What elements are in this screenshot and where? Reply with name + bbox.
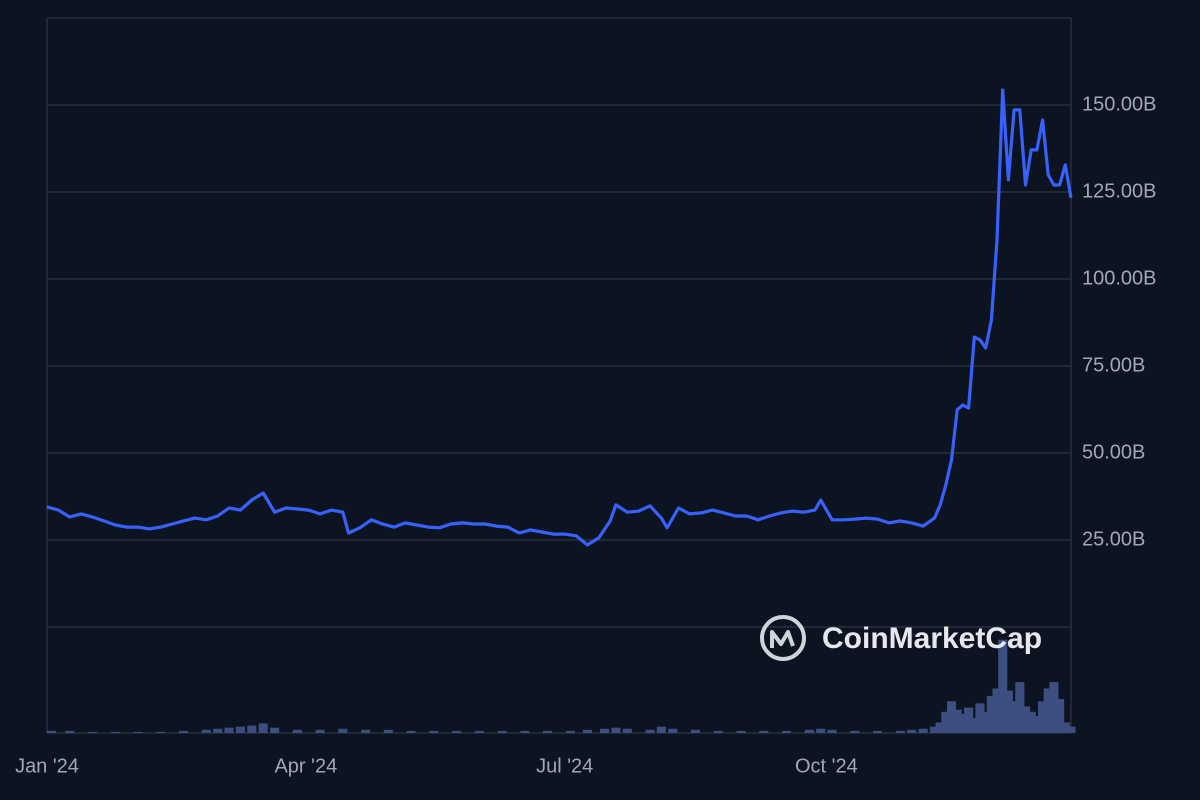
- volume-bar: [873, 730, 883, 733]
- y-tick-label: 125.00B: [1082, 180, 1157, 202]
- volume-bar: [133, 731, 143, 733]
- volume-bar: [474, 730, 484, 733]
- y-tick-label: 100.00B: [1082, 267, 1157, 289]
- volume-bar: [622, 728, 632, 733]
- y-tick-label: 25.00B: [1082, 528, 1145, 550]
- volume-bar: [645, 729, 655, 733]
- volume-bar: [315, 729, 325, 733]
- volume-bar: [213, 728, 223, 733]
- volume-bar: [656, 726, 666, 733]
- volume-bar: [816, 728, 826, 733]
- volume-bar: [804, 729, 814, 733]
- volume-bar: [178, 730, 189, 733]
- volume-bar: [690, 729, 701, 733]
- volume-bar: [543, 730, 553, 733]
- volume-bar: [520, 730, 530, 733]
- volume-bar: [668, 728, 678, 733]
- volume-bar: [156, 731, 166, 733]
- volume-bar: [201, 729, 211, 733]
- volume-bar: [713, 730, 723, 733]
- volume-bar: [224, 727, 234, 733]
- volume-bar: [895, 730, 905, 733]
- volume-bar: [759, 730, 769, 733]
- volume-bar: [338, 728, 348, 733]
- volume-bar: [946, 701, 957, 733]
- volume-bar: [1032, 716, 1042, 733]
- x-tick-label: Apr '24: [274, 755, 337, 777]
- volume-bar: [992, 688, 1002, 733]
- volume-bar: [429, 730, 439, 733]
- volume-bar: [1049, 682, 1059, 733]
- volume-bar: [969, 718, 979, 733]
- volume-bar: [964, 707, 974, 733]
- volume-bar: [1026, 711, 1036, 733]
- volume-bar: [941, 711, 951, 733]
- watermark-logo: [760, 615, 806, 661]
- volume-bar: [235, 726, 245, 733]
- volume-bar: [958, 713, 968, 733]
- volume-bar: [361, 729, 371, 733]
- volume-bar: [406, 730, 416, 733]
- watermark: CoinMarketCap: [822, 622, 1042, 655]
- volume-bar: [292, 729, 302, 733]
- volume-bar: [110, 731, 120, 733]
- volume-bar: [247, 725, 257, 733]
- volume-bar: [935, 722, 945, 733]
- volume-bar: [1009, 701, 1019, 733]
- volume-bar: [907, 729, 917, 733]
- volume-bar: [975, 703, 985, 733]
- volume-bar: [87, 731, 98, 733]
- volume-bar: [383, 729, 393, 733]
- volume-bar: [850, 730, 860, 733]
- volume-bar: [1038, 701, 1048, 733]
- volume-bar: [998, 639, 1008, 733]
- volume-bar: [599, 728, 610, 733]
- volume-bar: [565, 730, 575, 733]
- y-tick-label: 75.00B: [1082, 354, 1145, 376]
- x-tick-label: Oct '24: [795, 755, 858, 777]
- volume-bar: [65, 730, 75, 733]
- y-tick-label: 50.00B: [1082, 441, 1145, 463]
- volume-bar: [929, 726, 940, 733]
- volume-bar: [918, 728, 928, 733]
- volume-bar: [1043, 688, 1053, 733]
- volume-bar: [1060, 722, 1070, 733]
- volume-bar: [1066, 726, 1076, 733]
- volume-bar: [827, 729, 837, 733]
- volume-bar: [1015, 682, 1025, 733]
- y-tick-label: 150.00B: [1082, 93, 1157, 115]
- logo-mark: [770, 630, 795, 648]
- volume-bar: [1003, 690, 1013, 733]
- volume-bar: [582, 729, 592, 733]
- volume-bar: [736, 730, 746, 733]
- volume-bar: [611, 727, 621, 733]
- volume-bar: [497, 730, 507, 733]
- x-tick-label: Jan '24: [15, 755, 79, 777]
- volume-bar: [452, 730, 462, 733]
- x-tick-label: Jul '24: [536, 755, 593, 777]
- volume-bar: [782, 730, 792, 733]
- price-line: [46, 88, 1073, 547]
- volume-bar: [1020, 706, 1031, 733]
- logo-circle: [760, 615, 806, 661]
- volume-bar: [986, 695, 996, 733]
- volume-bar: [47, 730, 57, 733]
- volume-bar: [981, 711, 991, 733]
- volume-bar: [1055, 699, 1065, 733]
- volume-bar: [258, 723, 268, 733]
- volume-bar: [952, 709, 962, 733]
- volume-bar: [270, 727, 280, 733]
